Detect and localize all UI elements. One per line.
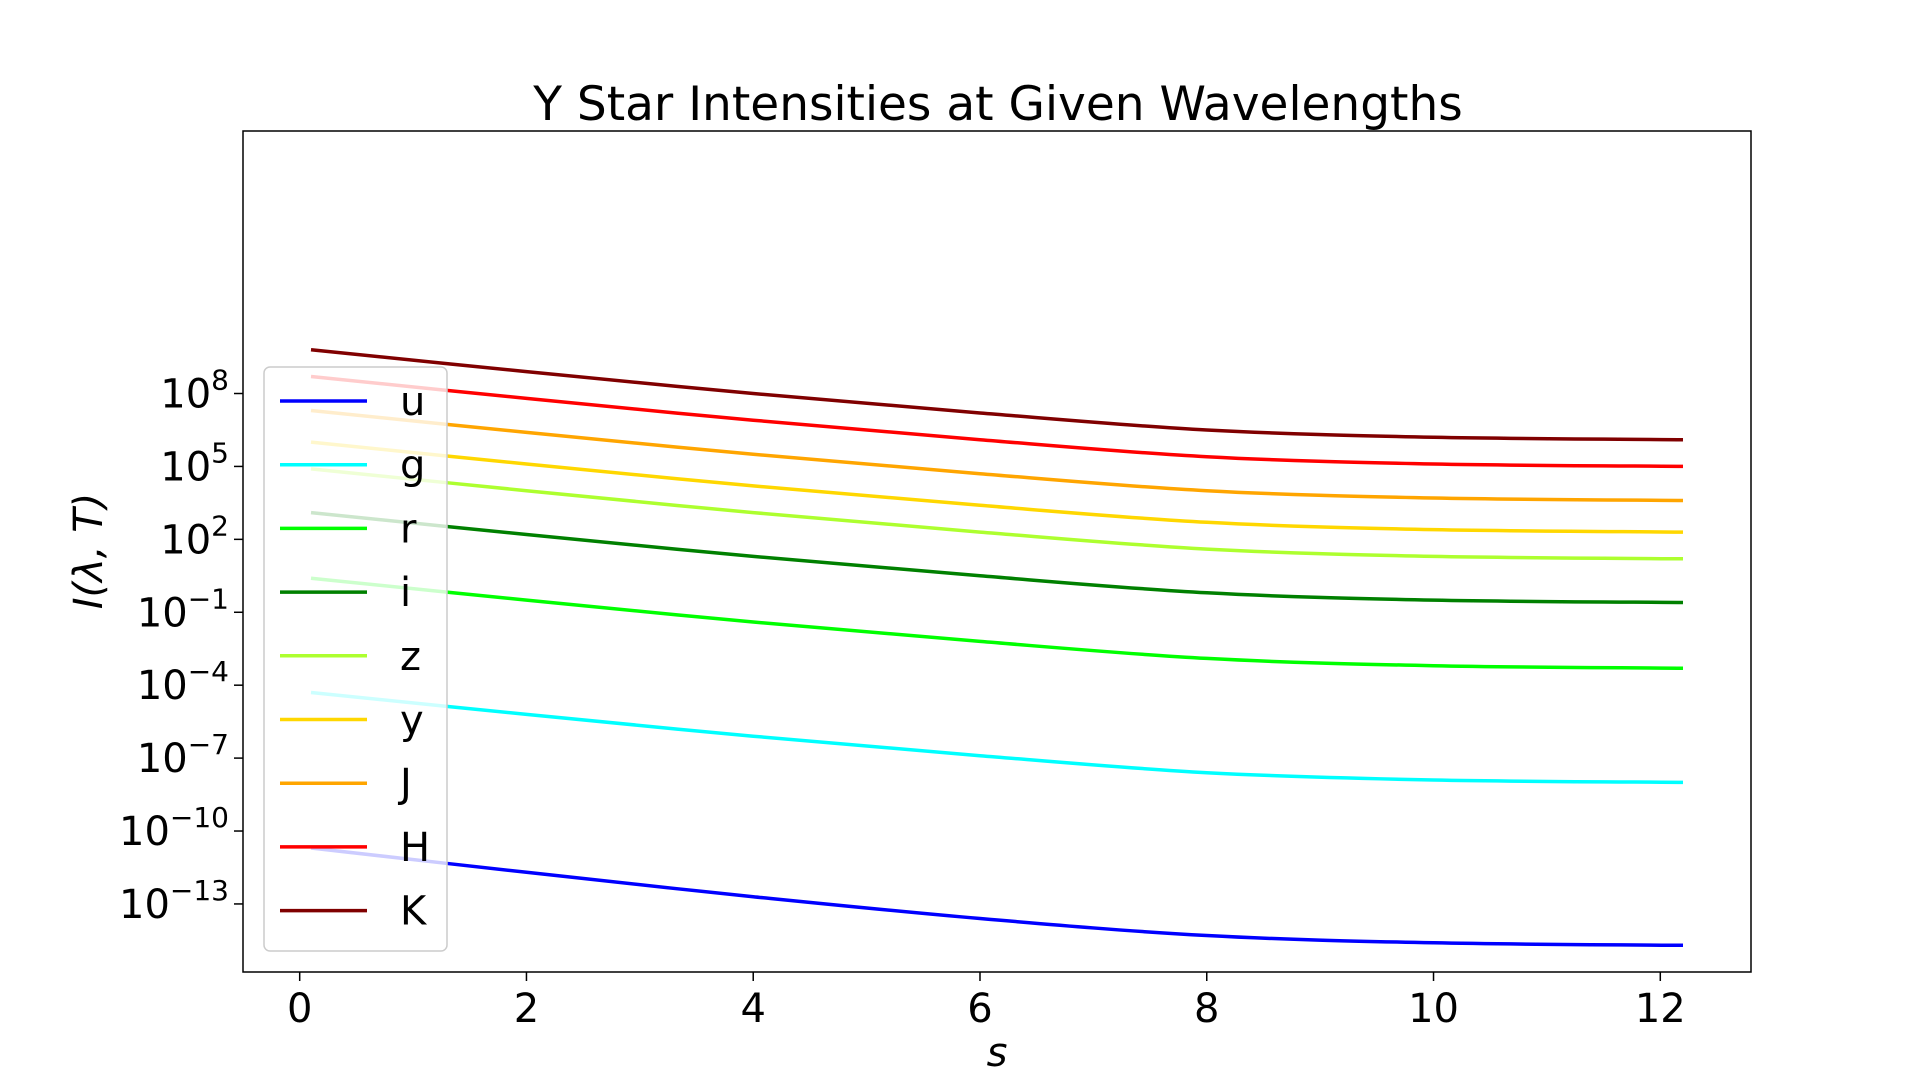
x-tick-label: 8 xyxy=(1194,986,1219,1032)
y-tick-label: 10−1 xyxy=(137,582,229,636)
legend-label: g xyxy=(400,443,425,489)
series-line-z xyxy=(310,467,1684,561)
y-axis-label: I(λ, T) xyxy=(66,493,112,610)
legend-label: K xyxy=(400,889,428,935)
y-tick-label: 10−7 xyxy=(137,728,229,782)
x-tick-label: 6 xyxy=(967,986,992,1032)
legend-label: r xyxy=(400,506,417,552)
x-tick-label: 12 xyxy=(1635,986,1686,1032)
series-line-i xyxy=(310,510,1684,605)
y-tick-label: 105 xyxy=(160,436,229,490)
legend-label: J xyxy=(397,761,412,807)
y-axis: 10−13 10−10 10−7 10−4 10−1 102 105 108 xyxy=(119,364,243,928)
series-line-H xyxy=(310,374,1684,469)
y-tick-label: 108 xyxy=(160,364,229,418)
chart-title: Y Star Intensities at Given Wavelengths xyxy=(532,77,1463,132)
legend-label: H xyxy=(400,825,430,871)
series-line-y xyxy=(310,440,1684,534)
series-line-r xyxy=(310,576,1684,670)
x-tick-label: 10 xyxy=(1408,986,1459,1032)
series-line-J xyxy=(310,408,1684,503)
legend-label: y xyxy=(400,698,424,744)
y-tick-label: 10−10 xyxy=(119,801,229,855)
series-line-u xyxy=(310,846,1684,948)
x-axis-label: s xyxy=(987,1030,1008,1076)
x-tick-label: 4 xyxy=(740,986,765,1032)
x-axis: 0 2 4 6 8 10 12 xyxy=(287,972,1686,1032)
plot-area xyxy=(242,130,1752,973)
series-line-K xyxy=(310,348,1684,442)
y-tick-label: 10−13 xyxy=(119,874,229,928)
legend-label: i xyxy=(400,570,411,616)
series-lines xyxy=(310,348,1684,948)
x-tick-label: 0 xyxy=(287,986,312,1032)
legend-label: z xyxy=(400,634,421,680)
y-tick-label: 10−4 xyxy=(137,655,229,709)
y-tick-label: 102 xyxy=(160,509,229,563)
x-tick-label: 2 xyxy=(514,986,539,1032)
legend-frame xyxy=(263,366,448,952)
legend-label: u xyxy=(400,379,425,425)
series-line-g xyxy=(310,690,1684,785)
